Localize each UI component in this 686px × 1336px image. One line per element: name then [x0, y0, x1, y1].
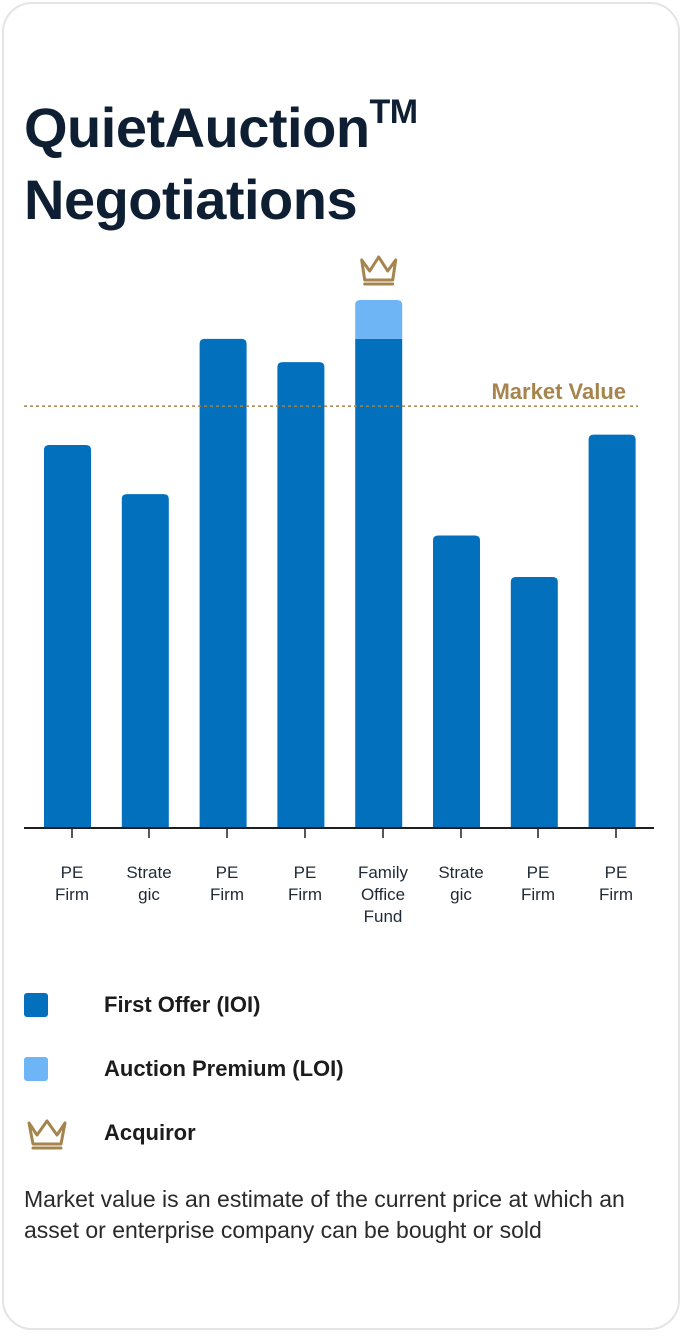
- legend-label-first-offer: First Offer (IOI): [104, 992, 261, 1017]
- x-tick-label: Strate gic: [126, 863, 171, 904]
- crown-outline: [360, 255, 398, 282]
- x-tick-label: Strate gic: [438, 863, 483, 904]
- legend-label-acquiror: Acquiror: [104, 1120, 196, 1145]
- legend-item-first-offer: First Offer (IOI): [24, 992, 260, 1018]
- title-text: QuietAuction: [24, 96, 370, 159]
- legend-item-auction-premium: Auction Premium (LOI): [24, 1056, 344, 1082]
- legend-swatch-auction-premium: [24, 1057, 48, 1081]
- bar-first-offer: [277, 362, 325, 828]
- bar-first-offer: [355, 338, 403, 828]
- market-value-label: Market Value: [491, 379, 626, 404]
- x-tick-label: Family Office Fund: [358, 863, 409, 926]
- bar-auction-premium: [355, 300, 403, 339]
- x-tick-label: PE Firm: [210, 863, 244, 904]
- bar-first-offer: [510, 576, 558, 828]
- bar-first-offer: [433, 535, 480, 828]
- bar-chart: Market Value PE Firm Strate gic PE Firm PE Firm F…: [24, 255, 654, 926]
- bar-first-offer: [199, 338, 247, 828]
- bar-first-offer: [44, 444, 91, 828]
- x-tick-label: PE Firm: [288, 863, 322, 904]
- bar-first-offer: [588, 434, 636, 828]
- page-title: QuietAuctionTM Negotiations: [24, 92, 418, 236]
- legend-label-auction-premium: Auction Premium (LOI): [104, 1056, 344, 1081]
- x-tick-label: PE Firm: [521, 863, 555, 904]
- footnote: Market value is an estimate of the curre…: [24, 1186, 625, 1243]
- crown-icon: [360, 255, 398, 286]
- crown-icon: [27, 1119, 67, 1150]
- x-tick-label: PE Firm: [55, 863, 89, 904]
- legend-item-acquiror: Acquiror: [24, 1116, 196, 1150]
- title-line-2: Negotiations: [24, 168, 358, 231]
- bar-first-offer: [121, 494, 169, 828]
- legend-swatch-first-offer: [24, 993, 48, 1017]
- trademark-symbol: TM: [369, 93, 419, 131]
- title-line-1: QuietAuctionTM: [24, 92, 418, 164]
- x-tick-label: PE Firm: [599, 863, 633, 904]
